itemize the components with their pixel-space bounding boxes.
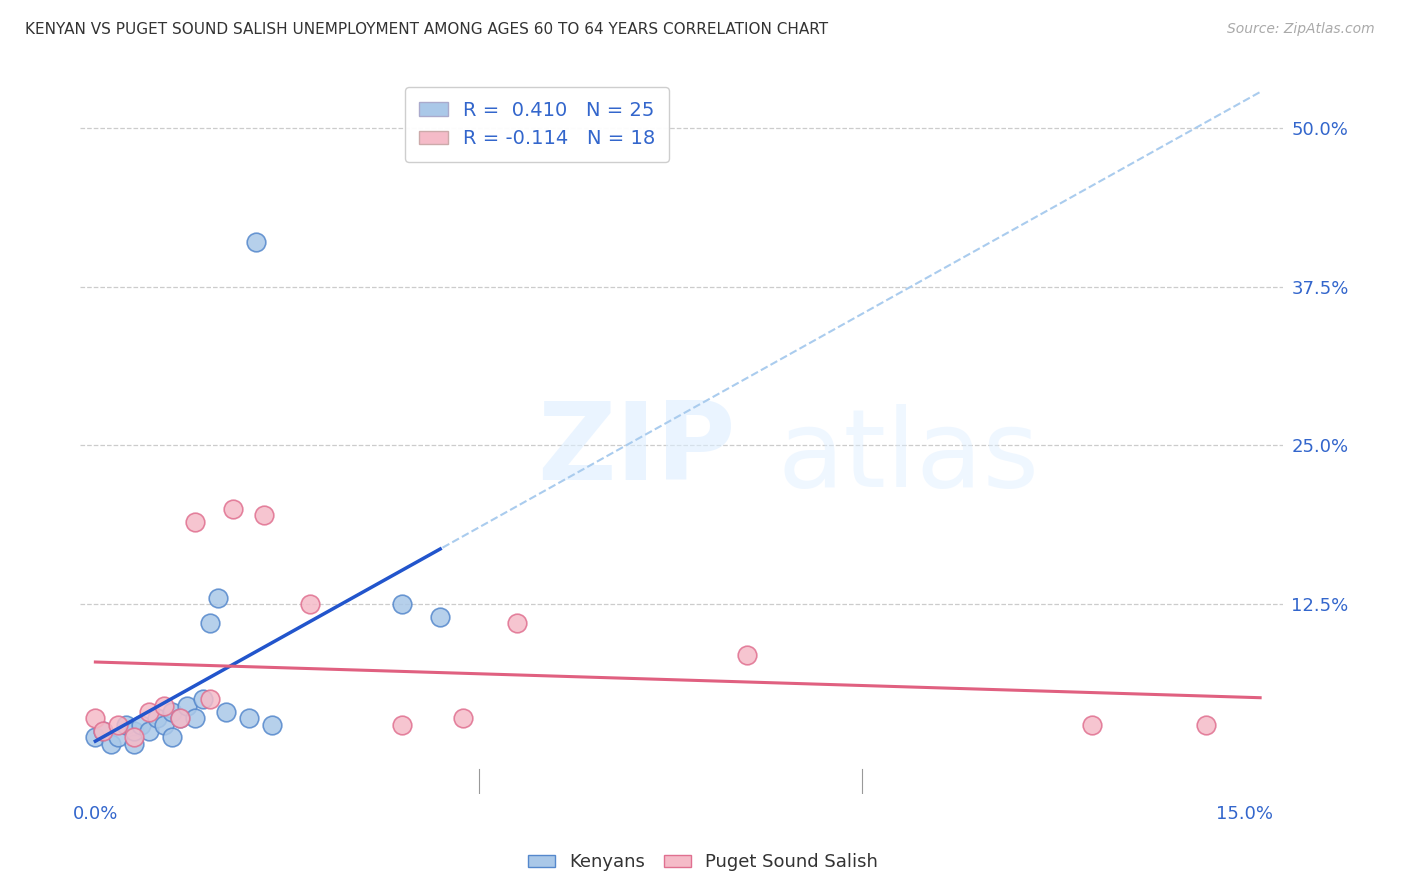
Point: [1195, 717, 1218, 731]
Point: [506, 616, 529, 631]
Point: [391, 597, 413, 611]
Point: [122, 723, 145, 738]
Point: [253, 508, 276, 523]
Legend: Kenyans, Puget Sound Salish: Kenyans, Puget Sound Salish: [520, 847, 886, 879]
Point: [138, 723, 160, 738]
Point: [429, 609, 451, 624]
Point: [153, 717, 176, 731]
Point: [735, 648, 758, 662]
Point: [391, 717, 413, 731]
Point: [145, 711, 167, 725]
Text: Source: ZipAtlas.com: Source: ZipAtlas.com: [1227, 22, 1375, 37]
Point: [238, 711, 260, 725]
Point: [153, 698, 176, 713]
Point: [207, 591, 229, 605]
Point: [115, 717, 138, 731]
Text: KENYAN VS PUGET SOUND SALISH UNEMPLOYMENT AMONG AGES 60 TO 64 YEARS CORRELATION : KENYAN VS PUGET SOUND SALISH UNEMPLOYMEN…: [25, 22, 828, 37]
Point: [169, 711, 191, 725]
Point: [260, 717, 283, 731]
Point: [107, 731, 129, 745]
Point: [222, 501, 245, 516]
Point: [91, 723, 114, 738]
Point: [107, 717, 129, 731]
Point: [191, 692, 214, 706]
Text: ZIP: ZIP: [537, 397, 735, 503]
Point: [451, 711, 474, 725]
Text: atlas: atlas: [778, 404, 1040, 510]
Point: [1080, 717, 1102, 731]
Legend: R =  0.410   N = 25, R = -0.114   N = 18: R = 0.410 N = 25, R = -0.114 N = 18: [405, 87, 669, 162]
Point: [214, 705, 236, 719]
Point: [184, 515, 207, 529]
Point: [91, 723, 114, 738]
Point: [131, 717, 153, 731]
Point: [84, 731, 107, 745]
Point: [200, 692, 222, 706]
Point: [298, 597, 321, 611]
Point: [176, 698, 198, 713]
Point: [169, 711, 191, 725]
Point: [160, 705, 183, 719]
Point: [160, 731, 183, 745]
Point: [200, 616, 222, 631]
Point: [245, 235, 267, 250]
Point: [122, 737, 145, 751]
Point: [100, 737, 122, 751]
Point: [122, 731, 145, 745]
Point: [84, 711, 107, 725]
Point: [138, 705, 160, 719]
Point: [184, 711, 207, 725]
